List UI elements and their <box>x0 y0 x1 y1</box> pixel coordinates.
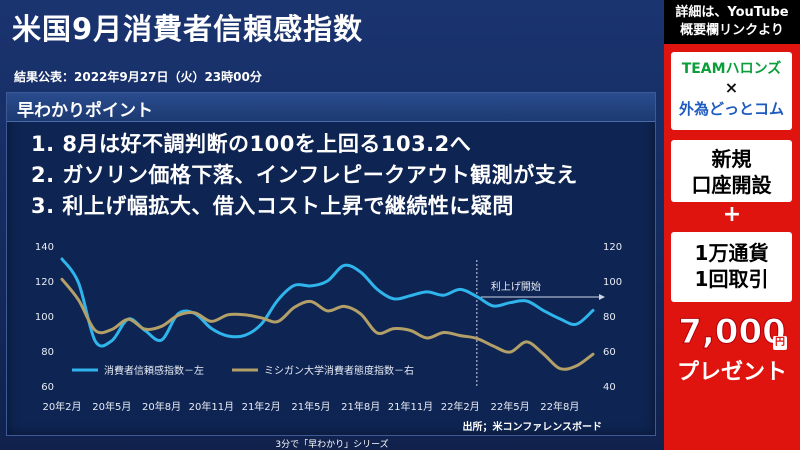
youtube-note: 詳細は、YouTube 概要欄リンクより <box>664 0 800 44</box>
partner-logo-box: TEAMハロンズ × 外為どっとコム <box>671 52 792 130</box>
x-tick-label: 21年2月 <box>242 400 281 413</box>
plus-sign: + <box>722 202 742 227</box>
x-tick-label: 20年11月 <box>189 400 234 413</box>
x-tick-label: 21年5月 <box>291 400 330 413</box>
legend-label-1: 消費者信頼感指数－左 <box>104 364 204 377</box>
youtube-note-line1: 詳細は、YouTube <box>675 5 789 20</box>
trade-condition-text: 1万通貨 1回取引 <box>671 232 792 292</box>
series-footer: 3分で「早わかり」シリーズ <box>275 440 389 450</box>
series-line-1 <box>60 257 595 348</box>
point-2: 2. ガソリン価格下落、インフレピークアウト観測が支え <box>31 163 578 187</box>
y-left-tick-label: 80 <box>41 347 54 358</box>
y-right-tick-label: 120 <box>603 242 622 253</box>
point-3: 3. 利上げ幅拡大、借入コスト上昇で継続性に疑問 <box>31 194 514 218</box>
legend-label-2: ミシガン大学消費者態度指数－右 <box>264 364 414 377</box>
cross-mark: × <box>724 78 739 97</box>
x-tick-label: 20年2月 <box>42 400 81 413</box>
point-1: 1. 8月は好不調判断の100を上回る103.2へ <box>31 132 472 156</box>
new-account-line2: 口座開設 <box>691 173 772 197</box>
present-amount: 7,000 <box>678 312 787 353</box>
rate-hike-label: 利上げ開始 <box>491 280 541 293</box>
yen-badge: 円 <box>773 336 787 350</box>
team-harons-logo: TEAMハロンズ <box>681 61 782 77</box>
y-left-tick-label: 140 <box>35 242 54 253</box>
y-right-tick-label: 80 <box>603 312 616 323</box>
x-tick-label: 20年8月 <box>142 400 181 413</box>
x-tick-label: 20年5月 <box>92 400 131 413</box>
point-list: 1. 8月は好不調判断の100を上回る103.2へ 2. ガソリン価格下落、イン… <box>31 129 578 222</box>
x-tick-label: 21年11月 <box>388 400 433 413</box>
page-title: 米国9月消費者信頼感指数 <box>12 12 364 46</box>
new-account-box: 新規 口座開設 <box>671 140 792 202</box>
new-account-line1: 新規 <box>711 147 752 171</box>
youtube-note-line2: 概要欄リンクより <box>680 23 784 38</box>
x-tick-label: 22年2月 <box>441 400 480 413</box>
main-area: 米国9月消費者信頼感指数 結果公表：2022年9月27日（火）23時00分 早わ… <box>0 0 664 450</box>
release-datetime: 結果公表：2022年9月27日（火）23時00分 <box>14 70 262 84</box>
trade-condition-line2: 1回取引 <box>694 267 769 291</box>
line-chart: 140 120 100 80 60 120 100 80 60 40 20年2月 20年5月 20年8月… <box>35 242 622 413</box>
y-left-tick-label: 100 <box>35 312 54 323</box>
panel-header: 早わかりポイント <box>7 93 655 122</box>
trade-condition-line1: 1万通貨 <box>694 241 769 265</box>
source-note: 出所；米コンファレンスボード <box>462 422 603 433</box>
promo-sidebar: 詳細は、YouTube 概要欄リンクより TEAMハロンズ × 外為どっとコム … <box>664 0 800 450</box>
y-right-tick-label: 40 <box>603 382 616 393</box>
x-tick-label: 21年8月 <box>341 400 380 413</box>
y-left-tick-label: 120 <box>35 277 54 288</box>
trade-condition-box: 1万通貨 1回取引 <box>671 232 792 302</box>
y-left-tick-label: 60 <box>41 382 54 393</box>
y-right-tick-label: 100 <box>603 277 622 288</box>
x-tick-label: 22年8月 <box>540 400 579 413</box>
series-line-2 <box>60 277 595 371</box>
panel-heading: 早わかりポイント <box>17 101 153 121</box>
new-account-text: 新規 口座開設 <box>671 140 792 198</box>
present-label: プレゼント <box>676 360 787 385</box>
y-right-tick-label: 60 <box>603 347 616 358</box>
summary-panel: 早わかりポイント 1. 8月は好不調判断の100を上回る103.2へ 2. ガソ… <box>6 92 656 436</box>
x-tick-label: 22年5月 <box>490 400 529 413</box>
gaitame-logo: 外為どっとコム <box>678 100 784 118</box>
rate-hike-arrow-head <box>599 294 605 300</box>
